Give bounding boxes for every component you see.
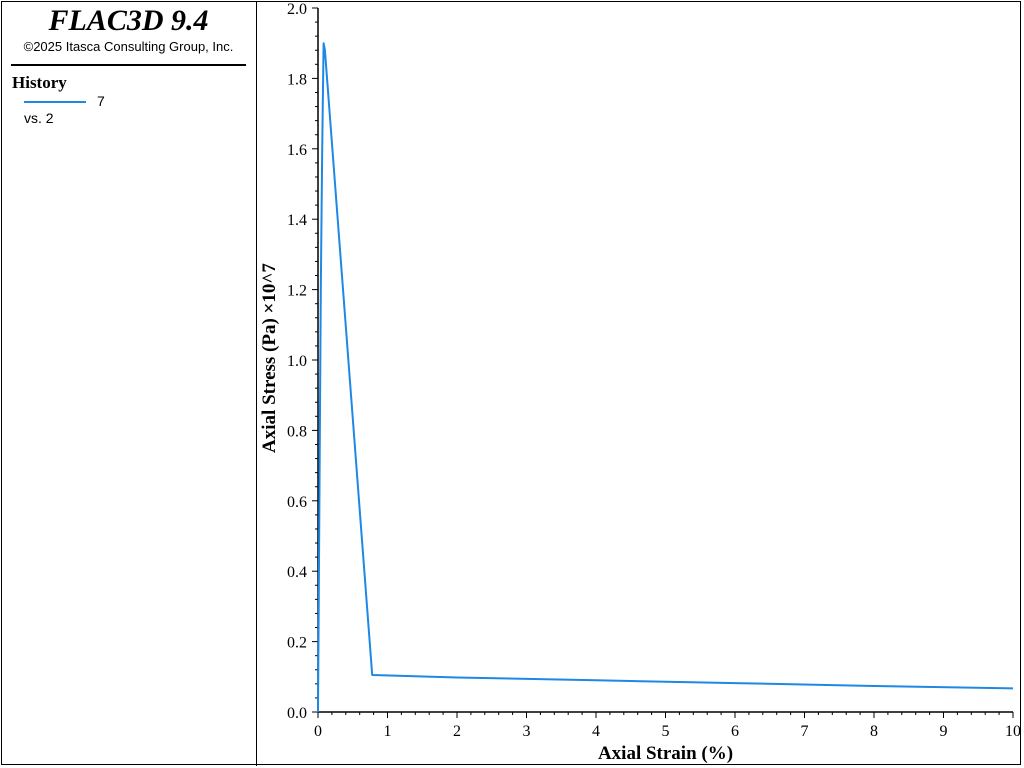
x-tick-label: 4 xyxy=(592,723,600,740)
legend-vs-label: vs. 2 xyxy=(24,110,54,126)
x-tick-label: 2 xyxy=(453,723,461,740)
chart-axes: 0.0 0.2 0.4 0.6 0.8 1.0 1.2 1.4 1.6 1.8 2.0 0 1 2 3 4 5 6… xyxy=(287,1,1021,740)
y-tick-label: 0.2 xyxy=(287,635,307,652)
legend-line-swatch xyxy=(24,101,86,103)
y-tick-label: 1.0 xyxy=(287,353,307,370)
x-tick-label: 10 xyxy=(1005,723,1021,740)
x-tick-label: 8 xyxy=(870,723,878,740)
y-tick-label: 1.4 xyxy=(287,212,307,229)
y-tick-label: 0.0 xyxy=(287,705,307,722)
series-line-7 xyxy=(317,42,1014,713)
panel-separator xyxy=(256,1,257,766)
x-tick-label: 0 xyxy=(314,723,322,740)
x-tick-label: 7 xyxy=(801,723,809,740)
x-tick-label: 3 xyxy=(523,723,531,740)
x-tick-label: 5 xyxy=(662,723,670,740)
y-tick-label: 0.6 xyxy=(287,494,307,511)
chart-series xyxy=(317,42,1014,713)
y-tick-label: 0.4 xyxy=(287,564,307,581)
legend-series-id: 7 xyxy=(97,93,105,109)
y-tick-label: 1.8 xyxy=(287,71,307,88)
panel-divider-rule xyxy=(11,64,246,66)
x-tick-label: 6 xyxy=(731,723,739,740)
x-axis-label: Axial Strain (%) xyxy=(598,743,733,764)
history-heading: History xyxy=(12,73,67,92)
y-tick-label: 1.6 xyxy=(287,142,307,159)
y-tick-label: 2.0 xyxy=(287,1,307,18)
x-tick-label: 1 xyxy=(384,723,392,740)
legend-panel: FLAC3D 9.4 ©2025 Itasca Consulting Group… xyxy=(1,1,256,766)
app-title: FLAC3D 9.4 xyxy=(48,4,209,37)
x-tick-label: 9 xyxy=(940,723,948,740)
y-tick-label: 1.2 xyxy=(287,283,307,300)
copyright-notice: ©2025 Itasca Consulting Group, Inc. xyxy=(23,39,234,54)
y-axis-label: Axial Stress (Pa) ×10^7 xyxy=(259,263,280,453)
y-tick-label: 0.8 xyxy=(287,423,307,440)
